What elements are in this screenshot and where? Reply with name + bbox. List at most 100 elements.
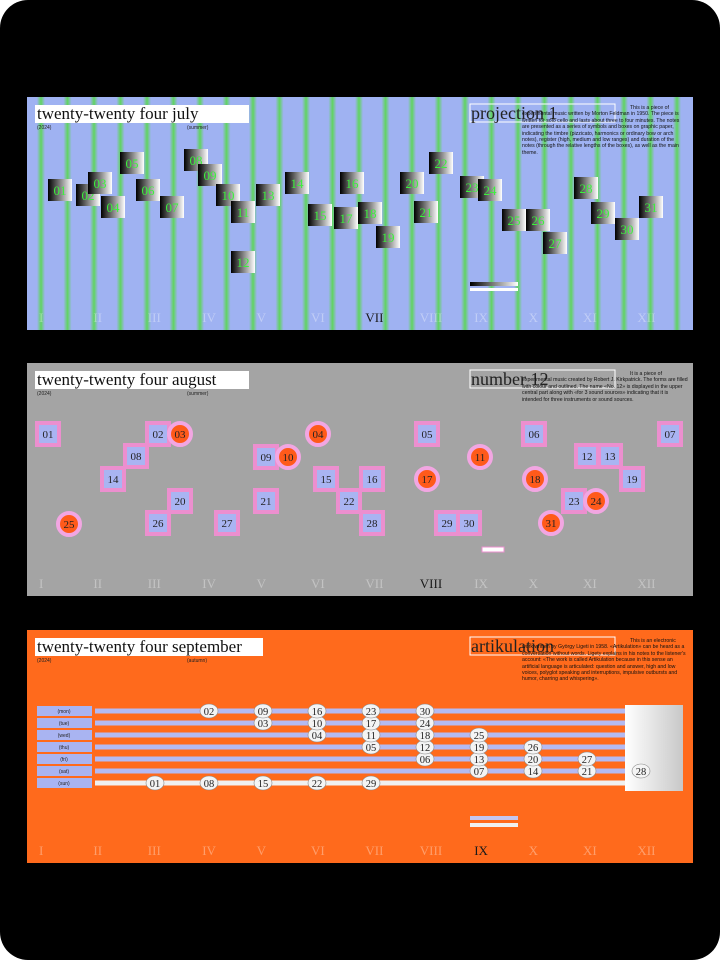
day-number: 30: [621, 222, 634, 237]
day-box: [414, 201, 438, 223]
day-number: 27: [582, 755, 593, 766]
stripe: [196, 97, 204, 330]
day-bubble: [199, 775, 219, 791]
day-number: 20: [175, 496, 187, 508]
day-number: 13: [605, 451, 617, 463]
day-circle: [167, 421, 193, 447]
legend-bar: [470, 816, 518, 820]
day-box: [502, 209, 526, 231]
weekday-line: [95, 720, 625, 726]
weekday-line: [95, 732, 625, 738]
month-numeral: X: [529, 576, 539, 591]
day-square: [123, 443, 149, 469]
day-number: 07: [665, 429, 677, 441]
day-box: [285, 172, 309, 194]
day-number: 22: [312, 779, 323, 790]
day-number: 26: [528, 743, 539, 754]
month-numeral: VII: [365, 310, 383, 325]
day-number: 16: [312, 707, 323, 718]
legend-bar: [470, 823, 518, 827]
stripe: [673, 97, 681, 330]
day-number: 19: [627, 474, 639, 486]
day-box: [376, 226, 400, 248]
day-number: 29: [442, 518, 454, 530]
weekday-label: (wed): [58, 733, 71, 739]
day-box: [231, 251, 255, 273]
day-box: [334, 207, 358, 229]
weekday-box: [37, 778, 92, 788]
month-numeral: II: [93, 576, 102, 591]
day-number: 17: [340, 211, 354, 226]
day-number: 18: [364, 206, 377, 221]
weekday-box: [37, 742, 92, 752]
day-square: [100, 466, 126, 492]
day-circle: [467, 444, 493, 470]
day-number: 14: [528, 767, 539, 778]
month-numeral: IV: [202, 310, 216, 325]
season-label: (summer): [187, 125, 209, 131]
day-number: 13: [262, 188, 275, 203]
day-box: [591, 202, 615, 224]
year-label: (2024): [37, 391, 52, 397]
month-title: twenty-twenty four july: [37, 104, 199, 123]
day-number: 13: [474, 755, 485, 766]
day-number: 27: [222, 518, 234, 530]
weekday-box: [37, 730, 92, 740]
piece-box: [469, 636, 616, 656]
month-numeral: VI: [311, 310, 325, 325]
month-numeral: I: [39, 576, 43, 591]
day-bubble: [145, 775, 165, 791]
day-number: 02: [153, 429, 164, 441]
calendar-panel: twenty-twenty four july (2024) (summer) pro…: [27, 97, 693, 330]
month-numeral: III: [148, 843, 161, 858]
day-number: 05: [422, 429, 434, 441]
day-number: 11: [237, 205, 250, 220]
month-numeral: V: [257, 843, 267, 858]
weekday-line: [95, 708, 625, 714]
weekday-line: [95, 744, 625, 750]
month-title: twenty-twenty four august: [37, 370, 217, 389]
month-numeral: V: [257, 576, 267, 591]
day-square: [657, 421, 683, 447]
month-numeral: VI: [311, 576, 325, 591]
stripe: [328, 97, 337, 330]
legend-bar: [481, 546, 505, 553]
month-numeral: XI: [583, 576, 597, 591]
day-number: 30: [420, 707, 431, 718]
day-number: 09: [261, 452, 273, 464]
day-box: [101, 196, 125, 218]
day-number: 25: [508, 213, 521, 228]
day-number: 04: [107, 200, 121, 215]
day-number: 21: [261, 496, 272, 508]
day-circle: [538, 510, 564, 536]
day-circle: [56, 511, 82, 537]
day-bubble: [253, 703, 273, 719]
day-bubble: [253, 775, 273, 791]
day-number: 09: [204, 168, 217, 183]
description: It is a piece of experimental music crea…: [522, 371, 688, 403]
day-bubble: [307, 703, 327, 719]
day-number: 08: [204, 779, 215, 790]
month-numeral: XII: [637, 310, 655, 325]
description: This is a piece of experimental music wr…: [522, 105, 679, 156]
weekday-label: (tue): [59, 721, 70, 727]
title-box: [35, 638, 263, 656]
day-box: [216, 184, 240, 206]
piece-title: artikulation: [471, 636, 554, 656]
day-number: 17: [366, 719, 377, 730]
day-square: [214, 510, 240, 536]
stripe: [222, 97, 231, 330]
day-number: 28: [636, 767, 647, 778]
month-numeral: V: [257, 310, 267, 325]
day-number: 16: [346, 176, 360, 191]
day-box: [120, 152, 144, 174]
day-square: [619, 466, 645, 492]
month-numeral: IX: [474, 576, 488, 591]
piece-box: [469, 103, 616, 123]
day-number: 14: [291, 176, 305, 191]
month-numeral: X: [529, 843, 539, 858]
day-number: 10: [312, 719, 323, 730]
day-square: [597, 443, 623, 469]
stripe: [143, 97, 151, 330]
description-text: This is an electronic work written by Gy…: [522, 638, 686, 683]
